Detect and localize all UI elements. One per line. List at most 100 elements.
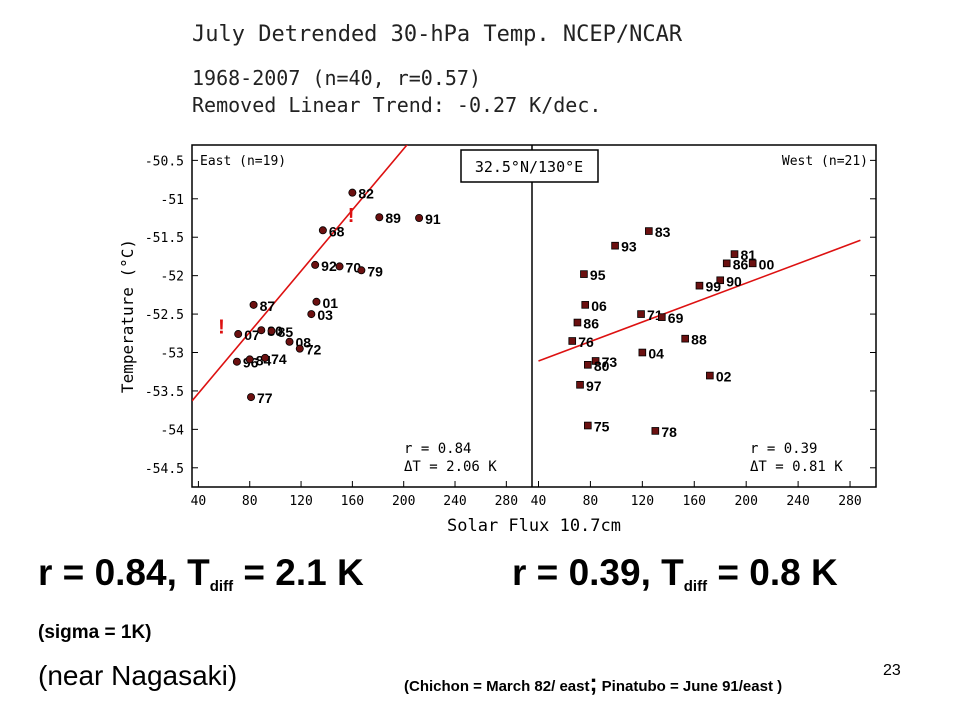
- eruption-note-b: Pinatubo = June 91/east ): [597, 678, 783, 695]
- east-panel-name: East (n=19): [200, 154, 286, 169]
- data-point-label: 04: [648, 346, 664, 362]
- data-point: [651, 427, 660, 435]
- data-point: [357, 266, 366, 275]
- data-point-label: 90: [726, 273, 742, 289]
- eruption-note-a: (Chichon = March 82/ east: [404, 678, 590, 695]
- east-x-tick-label: 40: [191, 494, 207, 509]
- east-x-tick-label: 120: [289, 494, 312, 509]
- data-point: [580, 270, 588, 278]
- data-point-label: 02: [716, 369, 732, 385]
- data-point: [681, 334, 689, 343]
- east-summary-r: r = 0.84, T: [38, 552, 210, 593]
- y-axis-label: Temperature (°C): [118, 239, 137, 393]
- data-point-label: 74: [271, 351, 287, 367]
- west-summary-sub: diff: [683, 578, 708, 595]
- data-point: [638, 348, 647, 357]
- east-summary: r = 0.84, Tdiff = 2.1 K: [38, 552, 364, 595]
- data-point-label: 78: [661, 424, 677, 440]
- chart-subtitle-period: 1968-2007 (n=40, r=0.57): [192, 66, 481, 90]
- data-point-label: 82: [358, 186, 374, 202]
- data-point: [591, 357, 600, 365]
- y-tick-label: -53.5: [145, 385, 184, 400]
- plot-frame: [191, 144, 877, 488]
- data-point: [234, 330, 243, 339]
- west-regression-line: [538, 239, 861, 362]
- data-point-label: 95: [590, 267, 606, 283]
- data-point: [261, 353, 270, 362]
- chart-title: July Detrended 30-hPa Temp. NCEP/NCAR: [192, 22, 683, 47]
- west-x-tick-label: 200: [734, 494, 757, 509]
- data-point-label: 83: [655, 224, 671, 240]
- y-tick-label: -53: [161, 347, 184, 362]
- data-point-label: 76: [578, 334, 594, 350]
- data-point: [637, 310, 645, 318]
- x-axis-label: Solar Flux 10.7cm: [447, 516, 621, 536]
- y-tick-label: -52.5: [145, 308, 184, 323]
- east-summary-sub: diff: [209, 578, 234, 595]
- location-label: 32.5°N/130°E: [475, 158, 583, 176]
- data-point: [695, 281, 704, 290]
- data-point-label: 72: [306, 342, 322, 358]
- data-point: [249, 300, 258, 309]
- east-x-tick-label: 240: [443, 494, 466, 509]
- data-point-label: 70: [346, 259, 362, 275]
- data-point-label: 86: [583, 316, 599, 332]
- west-x-tick-label: 120: [631, 494, 654, 509]
- data-point: [576, 380, 584, 389]
- east-regression-line: [192, 145, 408, 402]
- data-point-label: 77: [257, 390, 273, 406]
- data-point-label: 87: [260, 298, 276, 314]
- data-point-label: 85: [278, 324, 294, 340]
- data-point: [584, 361, 592, 369]
- west-summary: r = 0.39, Tdiff = 0.8 K: [512, 552, 838, 595]
- data-point-label: 79: [367, 263, 383, 279]
- data-point-label: 80: [594, 358, 610, 374]
- west-x-tick-label: 80: [583, 494, 599, 509]
- data-point: [375, 213, 384, 222]
- data-point-label: 07: [244, 327, 260, 343]
- west-summary-value: = 0.8 K: [707, 552, 838, 593]
- data-point: [232, 357, 241, 366]
- data-point-label: 69: [668, 310, 684, 326]
- data-point: [311, 260, 320, 269]
- data-point-label: 97: [586, 378, 602, 394]
- east-x-tick-label: 160: [341, 494, 364, 509]
- data-point-label: 03: [317, 307, 333, 323]
- data-point-label: 81: [741, 247, 757, 263]
- location-note: (near Nagasaki): [38, 660, 238, 691]
- west-x-tick-label: 40: [531, 494, 547, 509]
- data-point-label: 75: [594, 419, 610, 435]
- data-point-label: 91: [425, 211, 441, 227]
- east-x-tick-label: 80: [242, 494, 258, 509]
- y-tick-label: -51.5: [145, 231, 184, 246]
- data-point: [573, 318, 582, 327]
- data-point: [581, 301, 590, 309]
- data-point: [645, 227, 653, 235]
- data-point-label: 86: [733, 256, 749, 272]
- data-point-label: 93: [621, 239, 637, 255]
- y-tick-label: -54.5: [145, 462, 184, 477]
- data-point: [285, 337, 294, 346]
- east-x-tick-label: 200: [392, 494, 415, 509]
- west-summary-r: r = 0.39, T: [512, 552, 684, 593]
- data-point: [295, 344, 304, 353]
- west-stat-r: r = 0.39: [750, 441, 817, 457]
- data-point: [730, 250, 739, 258]
- data-point: [267, 326, 276, 335]
- west-x-tick-label: 160: [683, 494, 706, 509]
- data-point: [312, 297, 321, 306]
- data-point: [348, 188, 357, 197]
- data-point: [748, 259, 757, 268]
- west-panel-name: West (n=21): [782, 154, 868, 169]
- data-point: [706, 371, 714, 380]
- data-point: [247, 393, 256, 402]
- exclamation-mark: !: [348, 205, 355, 227]
- y-tick-label: -50.5: [145, 154, 184, 169]
- y-tick-label: -54: [161, 423, 185, 438]
- data-point: [257, 326, 266, 335]
- location-box: [460, 149, 599, 183]
- exclamation-mark: !: [218, 316, 225, 338]
- east-stat-r: r = 0.84: [404, 441, 471, 457]
- west-stat-dt: ΔT = 0.81 K: [750, 459, 843, 475]
